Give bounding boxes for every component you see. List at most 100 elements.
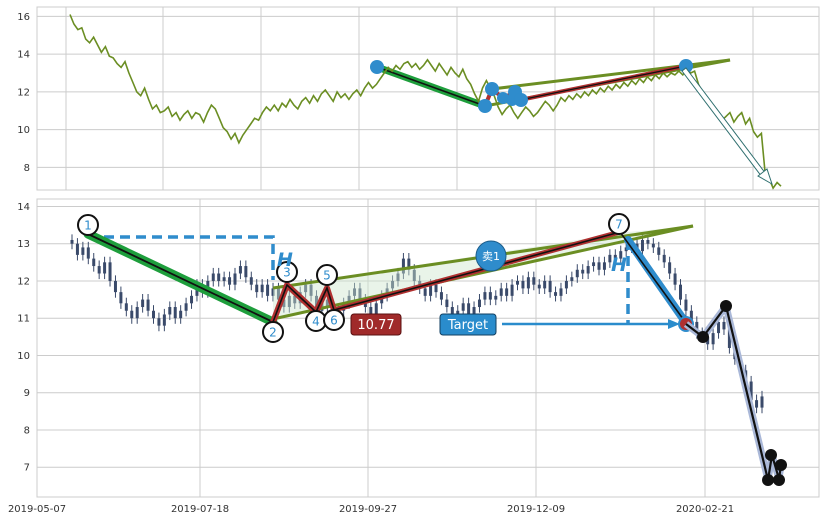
candle-body (613, 254, 617, 259)
candle-body (554, 292, 558, 296)
top-pattern-marker (497, 92, 509, 104)
sell-marker-circle (475, 240, 507, 272)
candle-body (276, 288, 280, 300)
candle-body (646, 239, 650, 244)
candle-body (657, 247, 661, 255)
top-pattern-marker (485, 82, 499, 96)
top-pattern-core (519, 65, 687, 101)
candle-body (391, 280, 395, 289)
candle-body (81, 247, 85, 255)
candle-body (439, 292, 443, 300)
candle-body (499, 288, 503, 296)
tail-marker (765, 449, 777, 461)
candle-body (532, 277, 536, 285)
pattern-core-black (272, 231, 621, 323)
candle-body (526, 277, 530, 289)
tail-marker (775, 459, 787, 471)
pivot-marker-label: 3 (283, 266, 291, 280)
candle-body (429, 284, 433, 296)
target-label-box (439, 313, 497, 336)
price-label-text: 10.77 (357, 318, 394, 333)
sell-marker-label: 卖1 (482, 250, 500, 263)
bottom-panel-frame (36, 198, 820, 498)
candle-body (103, 262, 107, 274)
bottom-x-tick-label: 2019-05-07 (8, 504, 66, 515)
candle-body (679, 284, 683, 300)
top-panel-frame (36, 6, 820, 191)
candle-body (592, 262, 596, 267)
tail-marker (762, 474, 774, 486)
candle-body (755, 400, 759, 408)
candle-body (124, 303, 128, 311)
candle-body (157, 318, 161, 326)
candle-body (75, 243, 79, 255)
candle-body (602, 262, 606, 270)
pivot-marker-label: 7 (615, 218, 623, 232)
bottom-grid (36, 199, 819, 497)
pivot-marker-label: 1 (84, 219, 92, 233)
candle-body (190, 295, 194, 304)
top-down-leg-core (376, 66, 486, 107)
candle-body (130, 310, 134, 319)
candle-body (722, 321, 726, 330)
candle-body (749, 381, 753, 401)
candle-body (179, 310, 183, 319)
candle-body (477, 299, 481, 308)
bottom-y-tick-label: 10 (17, 351, 30, 362)
candle-body (271, 288, 275, 296)
candle-body (401, 258, 405, 274)
candle-body (369, 307, 373, 315)
candle-body (581, 269, 585, 274)
candle-body (233, 273, 237, 285)
candle-body (162, 314, 166, 326)
height-label-right: H (611, 254, 627, 276)
candle-body (266, 284, 270, 296)
bottom-y-tick-label: 9 (24, 388, 30, 399)
pivot-marker-label: 6 (330, 314, 338, 328)
candle-body (353, 288, 357, 296)
pivot-marker-label: 4 (312, 315, 320, 329)
bottom-x-tick-label: 2019-12-09 (507, 504, 565, 515)
candle-body (228, 277, 232, 285)
candle-body (651, 243, 655, 248)
pivot-marker-circle (77, 214, 99, 236)
candle-body (695, 321, 699, 334)
candle-body (70, 239, 74, 244)
candle-body (347, 295, 351, 304)
pivot-marker-circle (262, 321, 284, 343)
wedge-lower-line (272, 224, 694, 321)
candle-body (146, 299, 150, 311)
tail-marker (697, 331, 709, 343)
pivot-marker-circle (316, 264, 338, 286)
candle-body (570, 277, 574, 281)
candle-body (434, 284, 438, 293)
candle-body (516, 280, 520, 285)
candle-body (108, 262, 112, 281)
candle-body (309, 284, 313, 296)
candle-body (135, 307, 139, 319)
top-y-tick-label: 8 (24, 163, 30, 174)
candle-body (608, 254, 612, 263)
candle-body (304, 284, 308, 293)
candle-body (668, 262, 672, 274)
height-label-left: H (277, 249, 293, 271)
top-pattern-marker (514, 93, 528, 107)
candle-body (450, 307, 454, 319)
bottom-annotations: 1 2 3 4 5 6 7 H H 卖1 10.77 Target (77, 213, 630, 343)
candle-body (396, 273, 400, 281)
candle-body (287, 295, 291, 308)
candle-body (255, 284, 259, 293)
tail-marker (720, 300, 732, 312)
candle-body (141, 299, 145, 308)
tail-marker (773, 474, 785, 486)
breakdown-leg-core (619, 231, 687, 324)
candle-body (624, 247, 628, 252)
candle-body (325, 299, 329, 308)
top-pattern-marker (679, 59, 693, 73)
candle-body (760, 396, 764, 408)
candle-body (445, 299, 449, 308)
candle-body (244, 266, 248, 278)
target-arrow-head (668, 319, 680, 329)
top-pattern-marker (478, 99, 492, 113)
